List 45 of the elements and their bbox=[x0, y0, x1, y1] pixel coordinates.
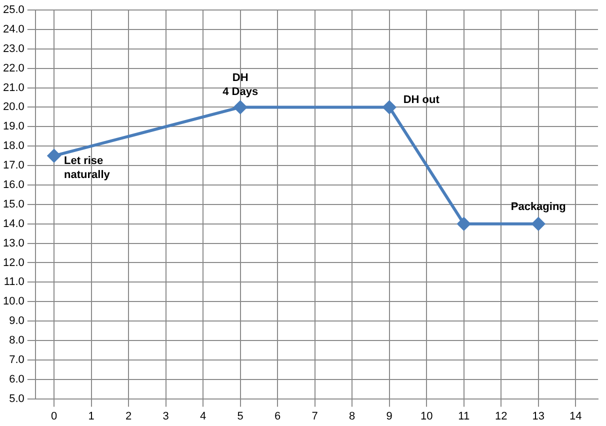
point bbox=[48, 149, 61, 162]
point bbox=[532, 217, 545, 230]
y-tick-label: 20.0 bbox=[2, 101, 24, 114]
y-tick-label: 8.0 bbox=[9, 334, 24, 347]
y-tick-label: 11.0 bbox=[4, 276, 24, 288]
x-tick-label: 6 bbox=[274, 410, 281, 422]
x-tick-label: 14 bbox=[570, 410, 582, 422]
y-tick-label: 10.0 bbox=[2, 296, 24, 308]
y-tick-label: 15.0 bbox=[2, 198, 24, 210]
x-tick-label: 3 bbox=[162, 410, 169, 422]
x-tick-label: 11 bbox=[458, 410, 470, 422]
y-tick-label: 23.0 bbox=[2, 42, 24, 55]
y-tick-label: 9.0 bbox=[9, 315, 24, 328]
y-tick-label: 5.0 bbox=[9, 392, 24, 405]
y-tick-label: 17.0 bbox=[2, 160, 24, 172]
x-tick-label: 1 bbox=[88, 410, 94, 422]
y-tick-label: 16.0 bbox=[2, 178, 24, 191]
x-tick-label: 13 bbox=[532, 410, 545, 422]
x-tick-label: 9 bbox=[386, 410, 392, 422]
annotation: DH 4 Days bbox=[222, 72, 258, 98]
annotation: Packaging bbox=[510, 200, 566, 213]
y-tick-label: 14.0 bbox=[2, 218, 24, 230]
x-tick-label: 5 bbox=[237, 410, 244, 422]
x-tick-label: 7 bbox=[312, 410, 318, 422]
x-tick-label: 8 bbox=[349, 410, 356, 422]
x-tick-label: 12 bbox=[495, 410, 508, 422]
y-tick-label: 22.0 bbox=[2, 62, 24, 74]
y-tick-label: 18.0 bbox=[2, 140, 24, 152]
x-tick-label: 4 bbox=[200, 410, 206, 422]
x-tick-label: 2 bbox=[125, 410, 132, 422]
x-tick-label: 10 bbox=[420, 410, 433, 422]
y-tick-label: 24.0 bbox=[2, 23, 24, 36]
point bbox=[457, 217, 470, 230]
point bbox=[234, 100, 247, 114]
annotation: Let rise naturally bbox=[64, 154, 111, 181]
annotation: DH out bbox=[403, 94, 440, 106]
x-tick-label: 0 bbox=[50, 410, 58, 422]
y-tick-label: 21.0 bbox=[2, 82, 24, 94]
y-tick-label: 13.0 bbox=[2, 237, 24, 250]
y-tick-label: 25.0 bbox=[2, 4, 24, 16]
y-tick-label: 19.0 bbox=[2, 120, 24, 133]
y-tick-label: 6.0 bbox=[9, 373, 24, 386]
y-tick-label: 12.0 bbox=[2, 256, 24, 269]
y-tick-label: 7.0 bbox=[9, 354, 24, 366]
point bbox=[382, 100, 396, 114]
